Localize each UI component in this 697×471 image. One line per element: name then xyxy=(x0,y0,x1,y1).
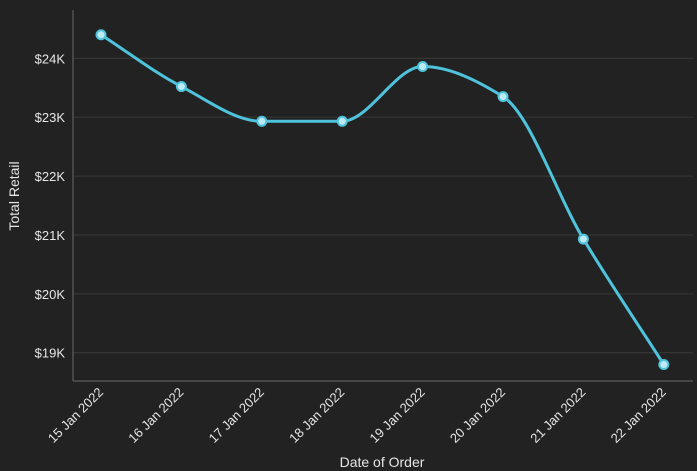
x-tick-label: 22 Jan 2022 xyxy=(608,385,669,446)
data-point[interactable] xyxy=(175,81,187,93)
x-tick-label: 18 Jan 2022 xyxy=(286,385,347,446)
x-tick-label: 16 Jan 2022 xyxy=(125,385,186,446)
x-tick-label: 21 Jan 2022 xyxy=(527,385,588,446)
data-point[interactable] xyxy=(336,115,348,127)
y-axis-label: Total Retail xyxy=(6,161,22,230)
data-point[interactable] xyxy=(95,29,107,41)
x-tick-label: 19 Jan 2022 xyxy=(367,385,428,446)
x-axis-label: Date of Order xyxy=(340,454,425,470)
axes xyxy=(72,10,693,382)
y-tick-labels: $19K $20K $21K $22K $23K $24K xyxy=(35,51,66,360)
x-tick-label: 15 Jan 2022 xyxy=(45,385,106,446)
data-point[interactable] xyxy=(256,115,268,127)
data-point[interactable] xyxy=(497,91,509,103)
data-point[interactable] xyxy=(417,61,429,73)
y-tick-label: $22K xyxy=(35,169,66,184)
x-tick-label: 17 Jan 2022 xyxy=(206,385,267,446)
y-tick-label: $24K xyxy=(35,51,66,66)
data-points xyxy=(95,29,670,371)
x-tick-label: 20 Jan 2022 xyxy=(447,385,508,446)
y-tick-label: $19K xyxy=(35,346,66,361)
x-tick-labels: 15 Jan 2022 16 Jan 2022 17 Jan 2022 18 Jan … xyxy=(45,385,669,446)
y-tick-label: $20K xyxy=(35,287,66,302)
y-tick-label: $21K xyxy=(35,228,66,243)
y-tick-label: $23K xyxy=(35,110,66,125)
data-point[interactable] xyxy=(577,233,589,245)
grid-lines xyxy=(73,57,693,354)
data-point[interactable] xyxy=(658,359,670,371)
